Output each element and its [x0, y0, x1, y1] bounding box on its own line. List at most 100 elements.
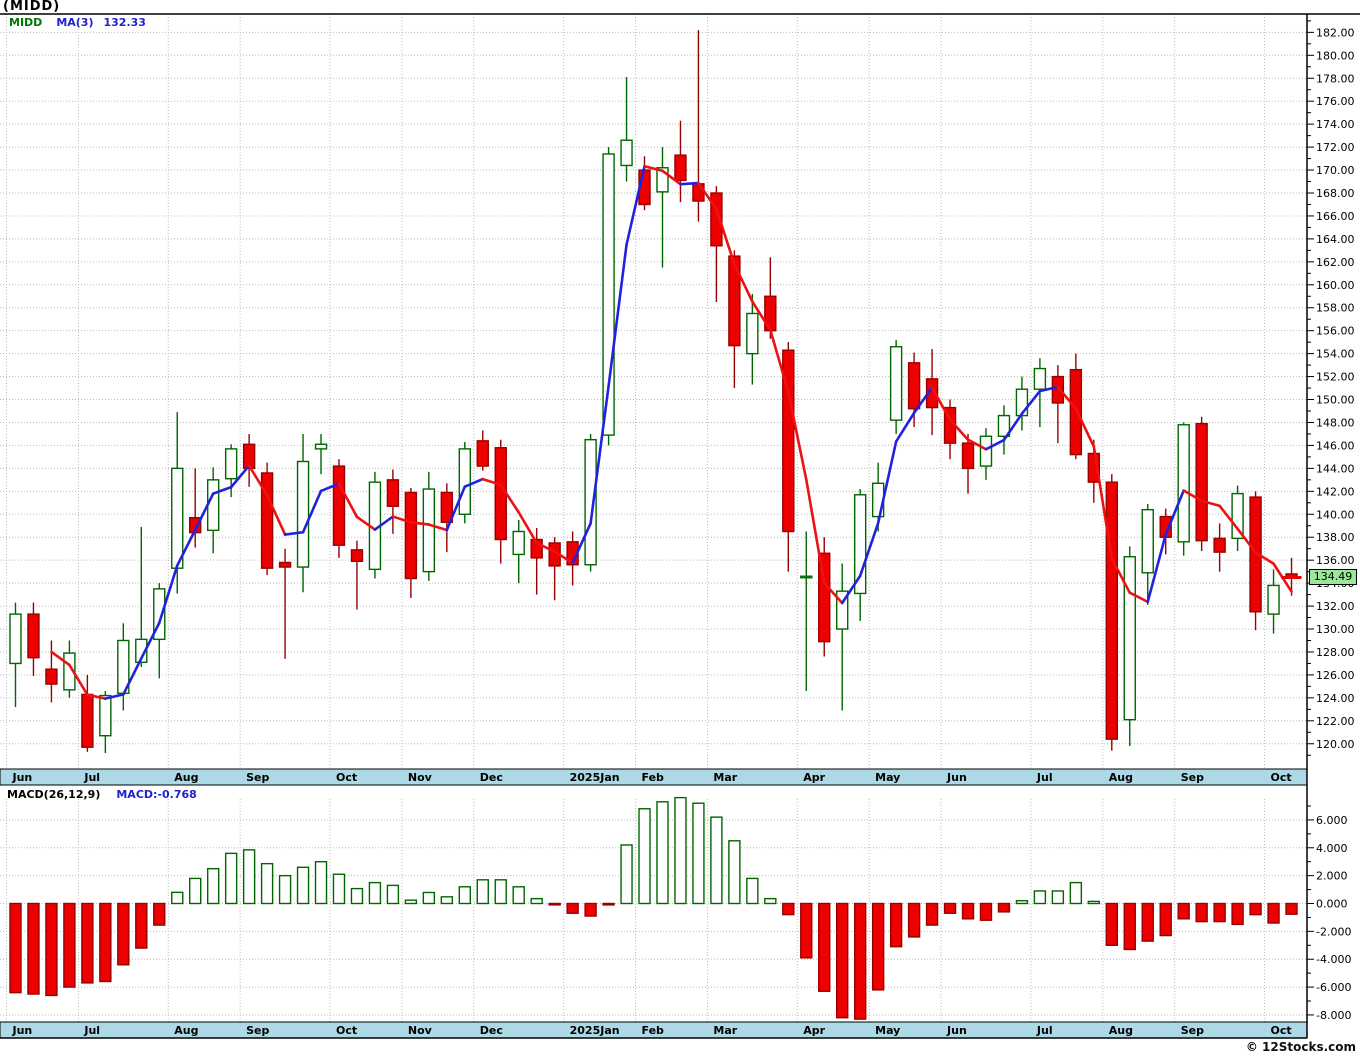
- candlestick: [1267, 584, 1280, 615]
- ma-line-segment: [679, 181, 700, 186]
- ma-line-segment: [876, 440, 898, 525]
- ma-line-segment: [930, 386, 952, 422]
- price-tick-label: 166.00: [1316, 210, 1355, 223]
- ma-line-segment: [1254, 551, 1275, 565]
- price-tick-label: 132.00: [1316, 600, 1355, 613]
- candlestick: [800, 575, 813, 579]
- ma-line-segment: [427, 523, 449, 532]
- macd-tick-label: 0.000: [1316, 898, 1348, 911]
- macd-bar: [278, 874, 292, 905]
- ma-line-segment: [1020, 389, 1042, 415]
- macd-current-value: MACD:-0.768: [116, 788, 197, 801]
- ma-line-segment: [247, 464, 269, 497]
- price-tick-label: 120.00: [1316, 738, 1355, 751]
- macd-bar: [1267, 902, 1280, 924]
- macd-bar: [746, 877, 759, 905]
- candlestick: [979, 435, 993, 467]
- month-label: Dec: [480, 771, 503, 784]
- macd-bar: [1033, 890, 1047, 905]
- macd-bar: [548, 902, 561, 906]
- ma-line-segment: [1200, 499, 1221, 508]
- price-tick-label: 122.00: [1316, 715, 1355, 728]
- macd-bar: [800, 902, 813, 959]
- last-price-tag: 134.49: [1309, 569, 1357, 585]
- ma-line-segment: [463, 477, 485, 489]
- candlestick: [1231, 492, 1244, 540]
- ma-line-segment: [966, 438, 988, 451]
- macd-tick-label: -2.000: [1316, 925, 1351, 938]
- ma-line-segment: [571, 522, 592, 565]
- month-label: Mar: [713, 1024, 737, 1037]
- price-tick-label: 126.00: [1316, 669, 1355, 682]
- month-label: Apr: [803, 1024, 825, 1037]
- macd-bar: [81, 902, 94, 984]
- macd-bar: [332, 873, 346, 905]
- macd-bar: [135, 902, 148, 949]
- candlestick: [1141, 508, 1154, 574]
- macd-bar: [404, 899, 418, 905]
- macd-bar: [782, 902, 795, 916]
- price-tick-label: 176.00: [1316, 95, 1355, 108]
- price-tick-label: 168.00: [1316, 187, 1355, 200]
- candlestick: [710, 192, 723, 247]
- macd-bar: [422, 891, 436, 905]
- candlestick: [1069, 368, 1083, 456]
- ma-line-segment: [894, 411, 916, 443]
- price-tick-label: 162.00: [1316, 256, 1355, 269]
- macd-bar: [1285, 902, 1298, 915]
- month-label: Jul: [83, 1024, 100, 1037]
- macd-bar: [1231, 902, 1244, 926]
- ma-line-segment: [104, 693, 125, 700]
- watermark: © 12Stocks.com: [1245, 1040, 1356, 1054]
- month-label: Jul: [1036, 771, 1053, 784]
- macd-bar: [979, 902, 993, 921]
- candlestick: [889, 346, 903, 421]
- macd-bar: [494, 879, 507, 905]
- ma-line-segment: [1128, 591, 1150, 604]
- macd-legend: MACD(26,12,9) MACD:-0.768: [7, 788, 197, 801]
- ma-line-segment: [589, 384, 610, 525]
- ma-line-segment: [769, 328, 790, 394]
- macd-bar: [853, 902, 867, 1020]
- candlestick: [530, 538, 543, 559]
- candlestick: [584, 438, 597, 566]
- ma-line-segment: [733, 262, 754, 303]
- ma-line-segment: [1182, 489, 1203, 503]
- macd-bar: [314, 861, 328, 905]
- month-label: Oct: [1271, 771, 1292, 784]
- month-label: Nov: [408, 771, 433, 784]
- chart-legend: MIDD MA(3) 132.33: [9, 16, 146, 29]
- candlestick: [63, 652, 76, 691]
- macd-tick-label: 4.000: [1316, 842, 1348, 855]
- macd-bar: [656, 801, 669, 905]
- price-tick-label: 178.00: [1316, 72, 1355, 85]
- macd-bar: [602, 902, 615, 906]
- month-label: Feb: [642, 1024, 665, 1037]
- ma-line-segment: [122, 657, 143, 696]
- candlestick: [746, 312, 759, 355]
- ma-line-segment: [948, 418, 970, 441]
- candlestick: [45, 668, 58, 685]
- candlestick: [260, 472, 274, 569]
- macd-bar: [1249, 902, 1262, 916]
- price-tick-label: 174.00: [1316, 118, 1355, 131]
- ma-line-segment: [643, 164, 664, 173]
- candlestick: [1123, 556, 1136, 721]
- price-pane: [0, 14, 1307, 769]
- candlestick: [1105, 481, 1118, 740]
- macd-bar: [620, 844, 633, 905]
- macd-bar: [961, 902, 975, 920]
- month-label: Oct: [336, 771, 357, 784]
- macd-bar: [710, 816, 723, 905]
- ma-line-segment: [355, 515, 377, 531]
- ma-line-segment: [1038, 385, 1060, 393]
- macd-bar: [1051, 890, 1065, 905]
- ma-line-segment: [1110, 557, 1132, 594]
- ma-line-segment: [804, 478, 826, 585]
- price-tick-label: 144.00: [1316, 462, 1355, 475]
- macd-bar: [1177, 902, 1190, 920]
- month-label: Oct: [336, 1024, 357, 1037]
- month-label: May: [875, 1024, 900, 1037]
- ma-line-segment: [1074, 407, 1096, 448]
- candlestick: [494, 447, 507, 541]
